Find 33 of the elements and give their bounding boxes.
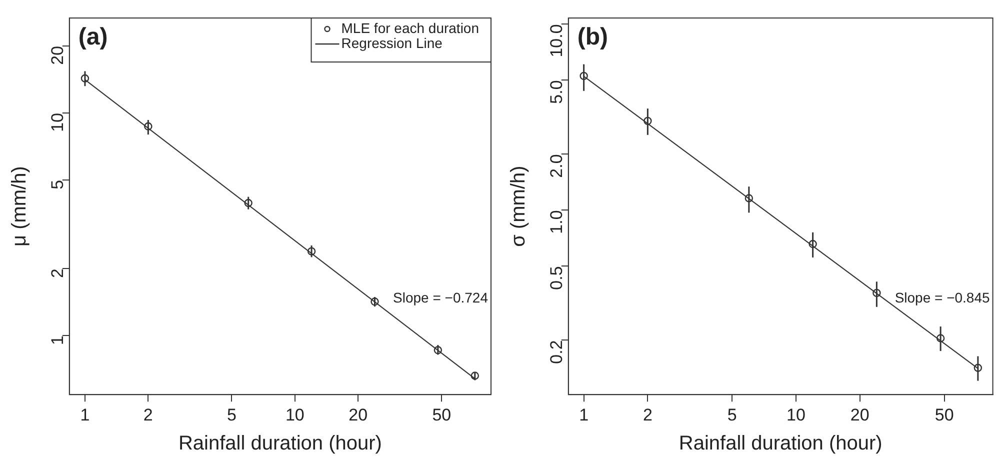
x-tick-label: 5 <box>226 405 236 424</box>
y-tick-label: 5 <box>48 180 68 190</box>
x-tick-label: 1 <box>80 405 90 424</box>
x-tick-label: 20 <box>348 405 368 424</box>
x-tick-label: 2 <box>642 405 652 424</box>
x-tick-label: 2 <box>143 405 153 424</box>
y-tick-label: 10 <box>48 112 68 132</box>
y-tick-label: 5.0 <box>547 80 566 104</box>
annotation: Slope = −0.724 <box>393 289 488 306</box>
y-axis-title: μ (mm/h) <box>8 166 31 247</box>
x-tick-label: 5 <box>727 405 737 424</box>
x-tick-label: 50 <box>432 405 452 424</box>
y-tick-label: 2 <box>48 268 68 278</box>
x-tick-label: 10 <box>786 405 806 424</box>
y-tick-label: 0.2 <box>547 340 566 364</box>
y-tick-label: 2.0 <box>547 154 566 178</box>
x-tick-label: 10 <box>285 405 304 424</box>
x-tick-label: 1 <box>579 405 589 424</box>
chart-title: (b) <box>577 24 608 51</box>
y-tick-label: 1 <box>48 336 68 346</box>
x-tick-label: 50 <box>934 405 954 424</box>
y-tick-label: 1.0 <box>547 210 566 234</box>
y-tick-label: 20 <box>48 46 68 65</box>
x-tick-label: 20 <box>850 405 870 424</box>
x-axis-title: Rainfall duration (hour) <box>678 432 882 455</box>
y-tick-label: 10.0 <box>547 24 566 58</box>
y-tick-label: 0.5 <box>547 266 566 290</box>
chart-title: (a) <box>78 24 108 51</box>
legend-label: MLE for each duration <box>341 20 480 36</box>
y-axis-title: σ (mm/h) <box>508 166 530 247</box>
annotation: Slope = −0.845 <box>894 289 990 306</box>
legend-label: Regression Line <box>341 34 443 51</box>
x-axis-title: Rainfall duration (hour) <box>178 432 382 455</box>
